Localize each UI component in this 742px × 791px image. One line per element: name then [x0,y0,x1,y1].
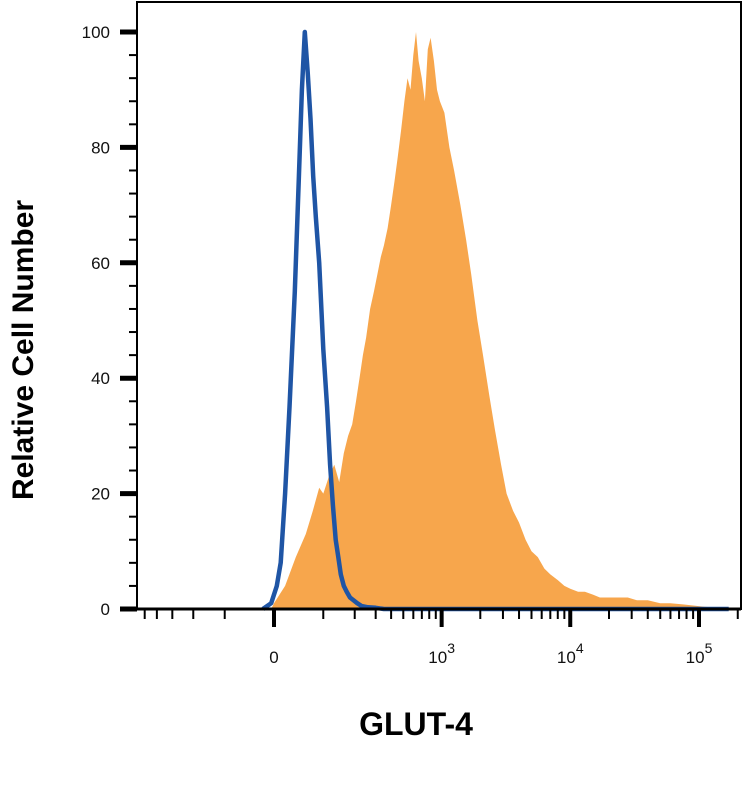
y-tick-label: 60 [91,254,110,273]
control-histogram-line [261,29,729,612]
y-tick-label: 0 [101,600,110,619]
x-tick-label: 0 [269,648,278,667]
x-tick-label: 103 [428,640,455,667]
y-tick-label: 20 [91,485,110,504]
x-tick-label: 104 [557,640,584,667]
y-tick-label: 100 [82,23,110,42]
plot-area [261,29,729,612]
y-axis-title: Relative Cell Number [7,200,40,500]
x-tick-label: 105 [686,640,713,667]
y-tick-label: 80 [91,138,110,157]
sample-histogram [271,32,729,609]
y-tick-label: 40 [91,369,110,388]
axes: 0 20 40 60 80 100 0 103 104 105 [82,1,742,667]
x-axis-title: GLUT-4 [359,706,473,742]
